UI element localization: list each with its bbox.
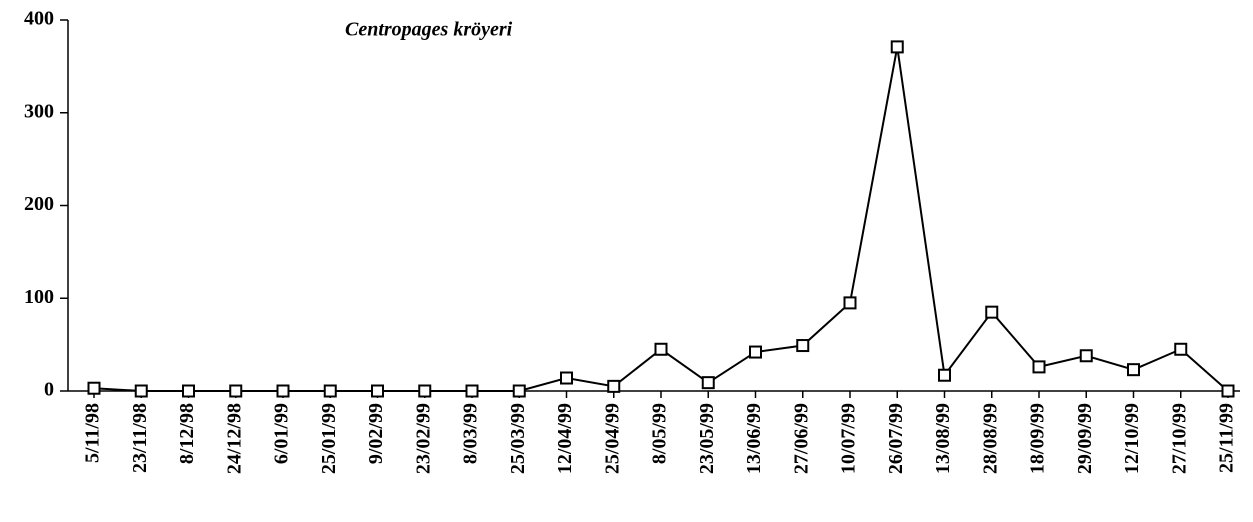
marker <box>1174 342 1188 356</box>
marker <box>323 384 337 398</box>
x-tick-label: 12/10/99 <box>1121 403 1143 474</box>
x-tick-label: 8/12/98 <box>176 403 198 464</box>
x-tick-label: 23/05/99 <box>696 403 718 474</box>
x-tick-label: 10/07/99 <box>838 403 860 474</box>
x-tick-label: 12/04/99 <box>554 403 576 474</box>
x-tick-label: 24/12/98 <box>223 403 245 474</box>
x-tick-label: 8/05/99 <box>649 403 671 464</box>
x-tick-label: 27/10/99 <box>1168 403 1190 474</box>
marker <box>985 305 999 319</box>
x-tick-label: 26/07/99 <box>885 403 907 474</box>
x-tick-label: 29/09/99 <box>1074 403 1096 474</box>
marker <box>1127 363 1140 377</box>
x-tick-label: 6/01/99 <box>271 403 293 464</box>
marker <box>182 384 195 398</box>
marker <box>796 339 810 353</box>
marker <box>418 384 432 398</box>
marker <box>1079 349 1093 363</box>
x-tick-label: 25/11/99 <box>1216 403 1238 473</box>
y-tick-label: 400 <box>24 8 54 30</box>
x-tick-label: 25/04/99 <box>601 403 623 474</box>
x-tick-label: 13/08/99 <box>932 403 954 474</box>
y-tick-label: 300 <box>24 100 54 122</box>
marker <box>607 379 621 393</box>
marker <box>276 384 290 398</box>
x-tick-label: 28/08/99 <box>979 403 1001 474</box>
marker <box>512 384 526 398</box>
marker <box>1221 384 1235 398</box>
marker <box>843 296 857 310</box>
marker <box>749 345 762 359</box>
marker <box>701 376 715 390</box>
y-tick-label: 0 <box>44 379 54 401</box>
y-tick-label: 200 <box>24 193 54 215</box>
marker <box>938 368 951 382</box>
marker <box>560 371 573 385</box>
x-tick-label: 23/02/99 <box>412 403 434 474</box>
x-tick-label: 23/11/98 <box>129 403 151 473</box>
marker <box>465 384 479 398</box>
x-tick-label: 25/03/99 <box>507 403 529 474</box>
x-tick-label: 5/11/98 <box>82 403 104 463</box>
x-tick-label: 27/06/99 <box>790 403 812 474</box>
marker <box>229 384 243 398</box>
x-tick-label: 25/01/99 <box>318 403 340 474</box>
x-tick-label: 18/09/99 <box>1027 403 1049 474</box>
marker <box>1032 360 1046 374</box>
x-tick-label: 13/06/99 <box>743 403 765 474</box>
marker <box>134 384 148 398</box>
line <box>93 46 1229 392</box>
marker <box>87 381 101 395</box>
chart-title: Centropages kröyeri <box>345 19 513 41</box>
marker <box>890 40 904 54</box>
marker <box>371 384 384 398</box>
y-tick-label: 100 <box>24 286 54 308</box>
x-tick-label: 8/03/99 <box>460 403 482 464</box>
x-tick-label: 9/02/99 <box>365 403 387 464</box>
marker <box>654 342 668 356</box>
